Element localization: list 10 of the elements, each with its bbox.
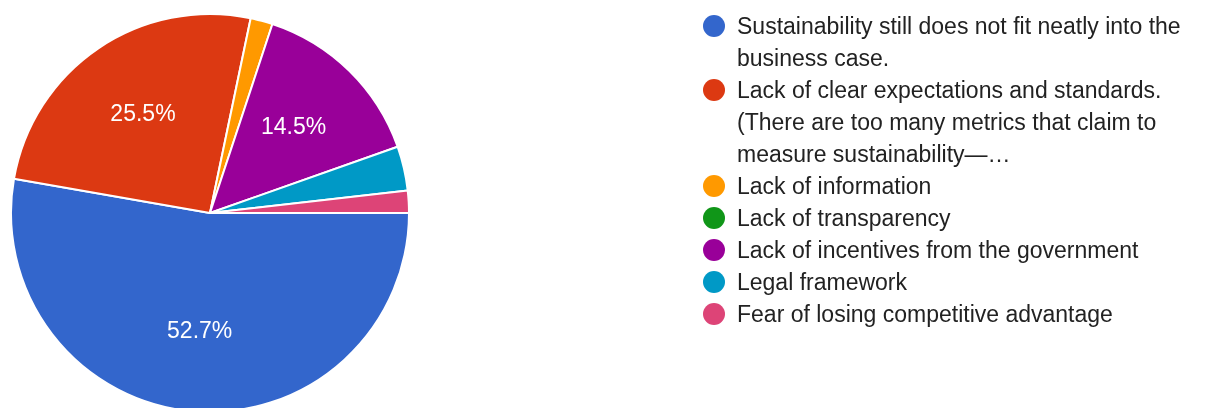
legend-label: Sustainability still does not fit neatly into the business case. xyxy=(737,12,1182,73)
data-label: 25.5% xyxy=(110,99,176,126)
data-label: 14.5% xyxy=(260,113,327,140)
legend-label: Lack of clear expectations and standards. (There are too many metrics that claim to measure sustainability—… xyxy=(737,76,1163,169)
legend-label: Legal framework xyxy=(737,268,908,297)
legend-label: Lack of incentives from the government xyxy=(737,236,1139,265)
legend-label: Fear of losing competitive advantage xyxy=(737,300,1113,329)
legend-label: Lack of transparency xyxy=(737,204,951,233)
legend-label: Lack of information xyxy=(737,172,932,201)
data-label: 52.7% xyxy=(167,317,233,344)
